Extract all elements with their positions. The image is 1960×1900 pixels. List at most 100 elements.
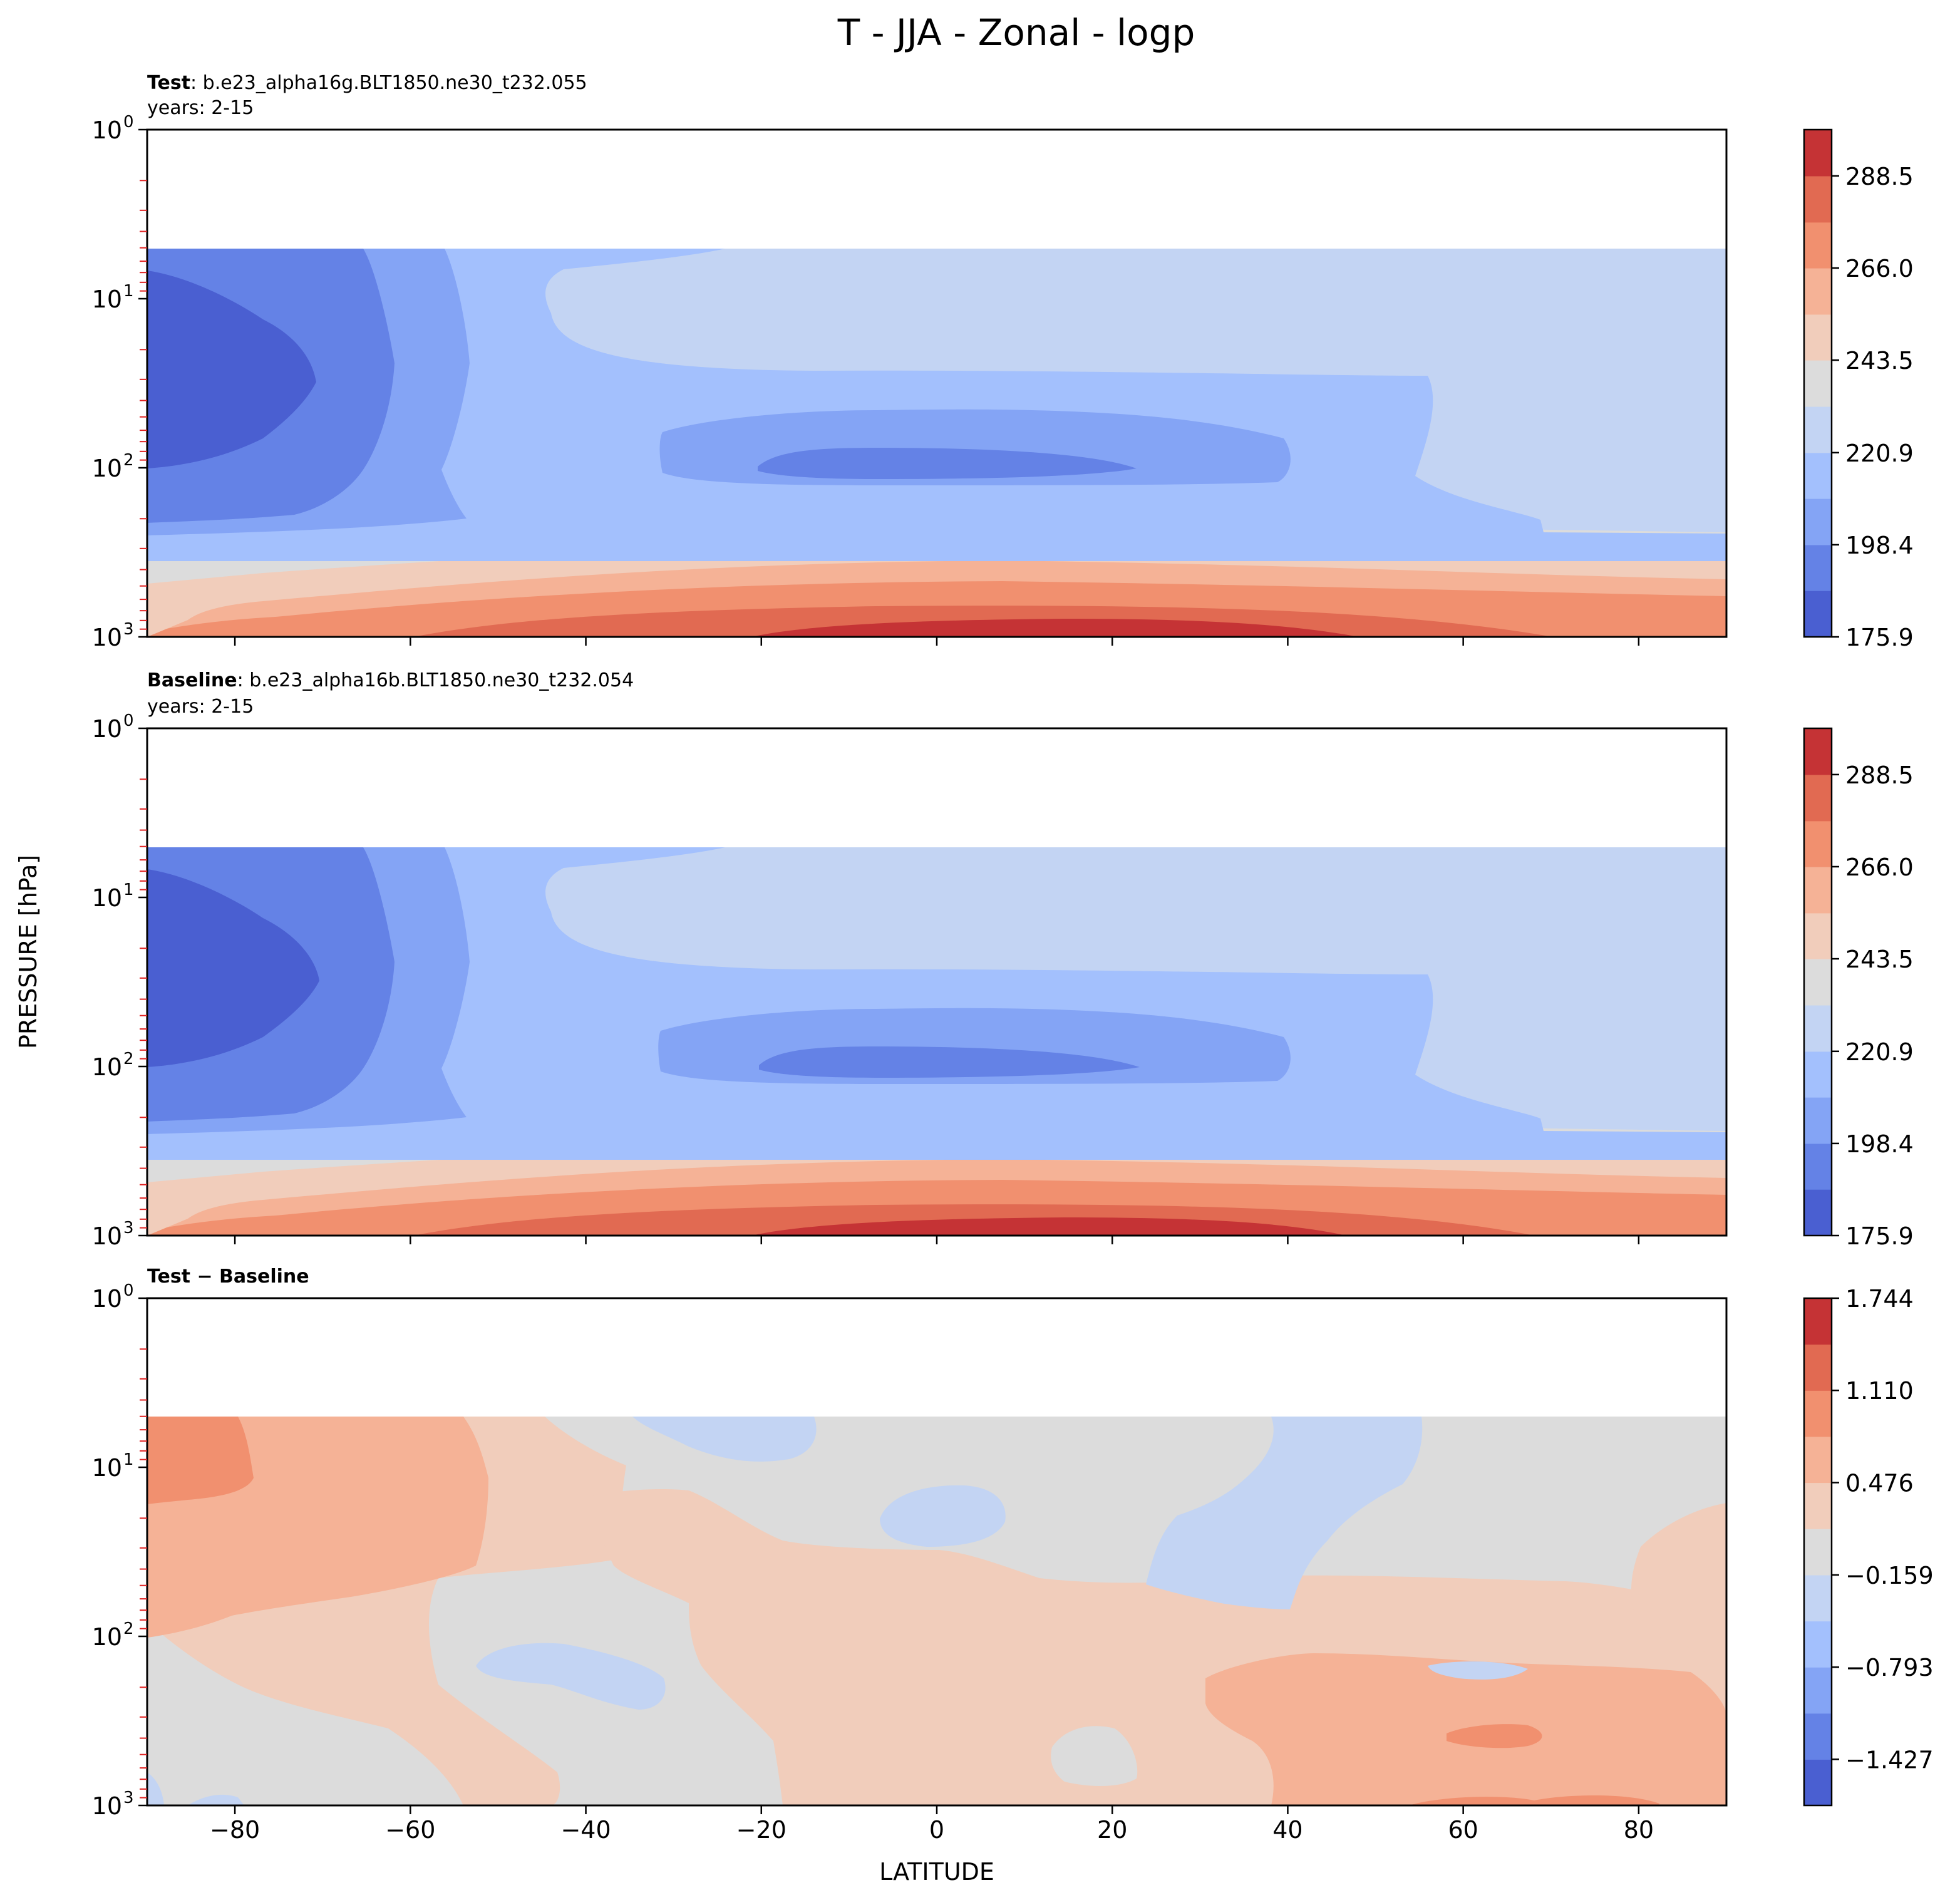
colorbar-band bbox=[1804, 820, 1832, 867]
x-ticks-test bbox=[234, 637, 1640, 646]
panel-baseline: Baseline: b.e23_alpha16b.BLT1850.ne30_t2… bbox=[92, 669, 1914, 1250]
contour-band-blue-5 bbox=[147, 847, 1140, 1122]
y-tick-label: 10 bbox=[92, 1454, 122, 1482]
colorbar-tick-label: 198.4 bbox=[1845, 1130, 1914, 1158]
colorbar-band bbox=[1804, 1713, 1832, 1760]
colorbar-band bbox=[1804, 222, 1832, 269]
colorbar-tick-label: 288.5 bbox=[1845, 762, 1914, 789]
colorbar-tick-label: 266.0 bbox=[1845, 854, 1914, 881]
colorbar-band bbox=[1804, 314, 1832, 361]
y-tick-exponent: 0 bbox=[123, 711, 134, 730]
colorbar-tick-label: 0.476 bbox=[1845, 1469, 1914, 1497]
y-tick-label: 10 bbox=[92, 624, 122, 651]
contour-band-gray bbox=[1051, 1726, 1138, 1786]
colorbar-frame bbox=[1803, 1297, 1833, 1807]
colorbar-band bbox=[1804, 130, 1832, 177]
panel-test-title: Test: b.e23_alpha16g.BLT1850.ne30_t232.0… bbox=[147, 72, 587, 94]
panel-diff-title: Test − Baseline bbox=[147, 1266, 309, 1288]
colorbar-tick-label: 266.0 bbox=[1845, 255, 1914, 282]
colorbar-tick-label: 243.5 bbox=[1845, 347, 1914, 374]
colorbar-tick-label: 1.744 bbox=[1845, 1285, 1914, 1313]
contour-band-blue-dark bbox=[147, 271, 316, 468]
panel-test-years: years: 2-15 bbox=[147, 97, 254, 119]
figure-title: T - JJA - Zonal - logp bbox=[837, 11, 1195, 54]
y-tick-exponent: 2 bbox=[123, 1050, 134, 1068]
contour-band-blue-2 bbox=[1428, 1661, 1528, 1680]
contour-band-blue-dark bbox=[147, 869, 319, 1067]
contour-band-blue-2 bbox=[632, 1417, 817, 1462]
colorbar-band bbox=[1804, 912, 1832, 959]
y-tick-label: 10 bbox=[92, 116, 122, 144]
x-tick-label: 0 bbox=[929, 1816, 944, 1844]
y-tick-label: 10 bbox=[92, 1285, 122, 1313]
colorbar-band bbox=[1804, 1759, 1832, 1806]
colorbar-band bbox=[1804, 406, 1832, 453]
contour-band-red-1 bbox=[1631, 1503, 1726, 1656]
colorbar-band bbox=[1804, 1189, 1832, 1236]
colorbar-tick-label: 220.9 bbox=[1845, 440, 1914, 467]
colorbar-band bbox=[1804, 1574, 1832, 1622]
colorbar-band bbox=[1804, 452, 1832, 499]
contour-band-red-dark bbox=[751, 619, 1359, 637]
colorbar-diff: −1.427 −0.793 −0.159 0.476 1.110 1.744 bbox=[1803, 1285, 1934, 1807]
y-tick-label: 10 bbox=[92, 1623, 122, 1651]
contour-field-diff bbox=[147, 1298, 1726, 1805]
contour-band-red-3 bbox=[1447, 1724, 1542, 1748]
panel-baseline-label-bold: Baseline bbox=[147, 669, 237, 691]
colorbar-band bbox=[1804, 591, 1832, 638]
y-tick-label: 10 bbox=[92, 1053, 122, 1081]
y-tick-label: 10 bbox=[92, 1792, 122, 1820]
colorbar-tick-label: 175.9 bbox=[1845, 1222, 1914, 1250]
y-tick-label: 10 bbox=[92, 715, 122, 743]
colorbar-tick-label: 198.4 bbox=[1845, 532, 1914, 559]
colorbar-band bbox=[1804, 1390, 1832, 1437]
y-tick-exponent: 2 bbox=[123, 1619, 134, 1638]
colorbar-band bbox=[1804, 1097, 1832, 1144]
colorbar-baseline: 175.9 198.4 220.9 243.5 266.0 288.5 bbox=[1803, 727, 1914, 1250]
minor-ticks-test bbox=[140, 180, 147, 630]
colorbar-band bbox=[1804, 959, 1832, 1006]
contour-band-blue-3 bbox=[147, 847, 1726, 1160]
colorbar-band bbox=[1804, 1436, 1832, 1484]
colorbar-band bbox=[1804, 175, 1832, 223]
colorbar-band bbox=[1804, 1004, 1832, 1052]
y-tick-exponent: 2 bbox=[123, 451, 134, 470]
y-tick-exponent: 1 bbox=[123, 282, 134, 301]
minor-ticks-baseline bbox=[140, 778, 147, 1229]
panel-test-label-bold: Test bbox=[147, 72, 190, 94]
x-ticks-baseline bbox=[234, 1236, 1640, 1244]
y-tick-label: 10 bbox=[92, 286, 122, 313]
no-data-region bbox=[147, 130, 1726, 249]
colorbar-frame bbox=[1803, 128, 1833, 638]
colorbar-tick-label: −0.159 bbox=[1845, 1562, 1934, 1589]
colorbar-tick-label: 220.9 bbox=[1845, 1038, 1914, 1066]
x-tick-label: 80 bbox=[1624, 1816, 1654, 1844]
panel-baseline-years: years: 2-15 bbox=[147, 696, 254, 718]
panel-test: Test: b.e23_alpha16g.BLT1850.ne30_t232.0… bbox=[92, 72, 1914, 651]
contour-band-red-dark bbox=[751, 1217, 1346, 1236]
minor-ticks-diff bbox=[140, 1348, 147, 1799]
no-data-region bbox=[147, 1298, 1726, 1417]
colorbar-frame bbox=[1803, 727, 1833, 1237]
y-axis-label: PRESSURE [hPa] bbox=[14, 855, 42, 1049]
colorbar-band bbox=[1804, 1051, 1832, 1098]
contour-band-blue-2 bbox=[1146, 1417, 1423, 1609]
contour-band-blue-2 bbox=[147, 1772, 244, 1805]
contour-band-red-3 bbox=[1409, 1795, 1659, 1805]
y-tick-exponent: 3 bbox=[123, 1789, 134, 1807]
x-tick-label: 20 bbox=[1097, 1816, 1127, 1844]
colorbar-band bbox=[1804, 728, 1832, 775]
y-tick-exponent: 1 bbox=[123, 1450, 134, 1469]
x-tick-label: 40 bbox=[1272, 1816, 1302, 1844]
contour-band-blue-2 bbox=[476, 1643, 666, 1710]
colorbar-band bbox=[1804, 866, 1832, 914]
colorbar-band bbox=[1804, 544, 1832, 591]
colorbar-band bbox=[1804, 1344, 1832, 1391]
colorbar-tick-label: 288.5 bbox=[1845, 163, 1914, 190]
y-tick-label: 10 bbox=[92, 455, 122, 482]
contour-band-blue-2 bbox=[880, 1485, 1006, 1547]
